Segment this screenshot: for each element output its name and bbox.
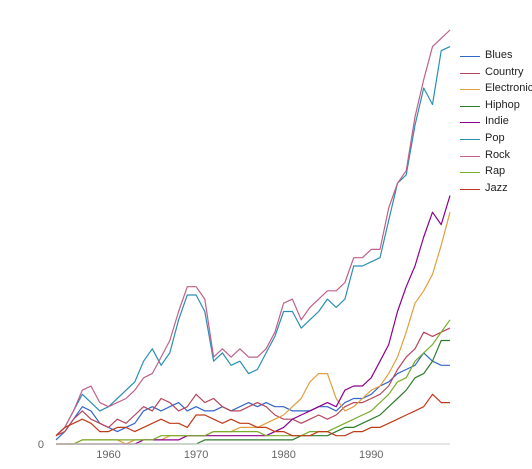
legend-label: Pop (485, 131, 505, 144)
series-line-rap (56, 319, 451, 445)
legend-item-hiphop[interactable]: Hiphop (460, 98, 532, 115)
series-line-rock (55, 29, 451, 437)
legend-swatch (460, 155, 480, 157)
series-line-jazz (55, 393, 450, 437)
series-line-electronic (56, 212, 451, 445)
series-lines (55, 29, 451, 445)
y-tick-label: 0 (38, 439, 44, 451)
legend-swatch (460, 138, 480, 140)
legend-item-rap[interactable]: Rap (460, 164, 532, 181)
chart-legend: Blues Country Electronic Hiphop Indie Pop Rock… (460, 48, 532, 197)
legend-swatch (460, 56, 480, 57)
series-line-country (55, 327, 451, 437)
legend-item-blues[interactable]: Blues (460, 48, 532, 65)
legend-swatch (460, 89, 480, 91)
x-axis-ticks: 1960 1970 1980 1990 (96, 449, 383, 461)
legend-item-electronic[interactable]: Electronic (460, 81, 532, 98)
x-tick-label: 1970 (184, 449, 208, 461)
legend-label: Electronic (485, 82, 532, 95)
x-tick-label: 1960 (96, 449, 120, 461)
legend-swatch (460, 105, 480, 107)
legend-item-jazz[interactable]: Jazz (460, 181, 532, 198)
legend-label: Rock (485, 148, 511, 161)
legend-item-country[interactable]: Country (460, 65, 532, 82)
x-tick-label: 1990 (359, 449, 383, 461)
legend-label: Country (485, 65, 524, 78)
legend-label: Indie (485, 115, 509, 128)
legend-swatch (460, 122, 480, 124)
legend-swatch (460, 172, 480, 174)
legend-item-pop[interactable]: Pop (460, 131, 532, 148)
legend-label: Rap (485, 165, 506, 178)
legend-item-indie[interactable]: Indie (460, 114, 532, 131)
legend-item-rock[interactable]: Rock (460, 148, 532, 165)
legend-label: Hiphop (485, 98, 520, 111)
legend-label: Jazz (485, 181, 508, 194)
legend-label: Blues (485, 49, 513, 61)
series-line-pop (55, 46, 451, 437)
y-axis-ticks: 0 (38, 439, 44, 451)
x-tick-label: 1980 (271, 449, 295, 461)
series-line-indie (56, 195, 451, 445)
legend-swatch (460, 72, 480, 74)
legend-swatch (460, 188, 480, 190)
